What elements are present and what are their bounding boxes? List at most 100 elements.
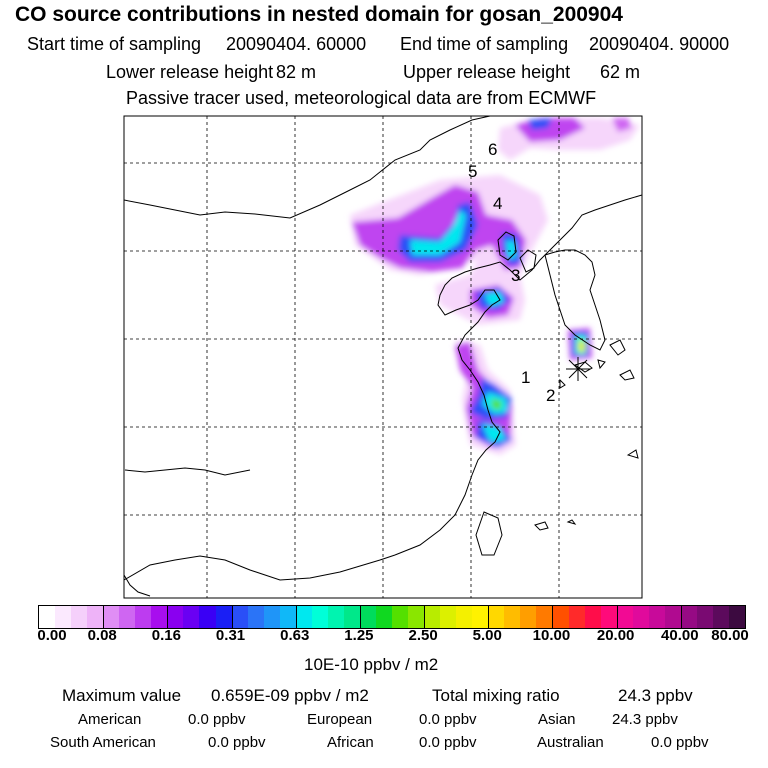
colorbar-divider [359,606,361,628]
colorbar-cell [696,606,713,628]
colorbar-cell [215,606,232,628]
map-label-4: 4 [493,194,502,213]
chart-title: CO source contributions in nested domain… [15,3,623,26]
colorbar-cell [392,606,409,628]
colorbar-divider [424,606,426,628]
max-value-label: Maximum value [62,686,182,705]
lower-release-value: 82 m [276,62,317,82]
map-frame [123,115,643,599]
colorbar-tick-label: 10.00 [532,627,571,644]
start-time-label: Start time of sampling [27,34,202,54]
map-label-3: 3 [511,266,520,285]
colorbar-cell [167,606,184,628]
colorbar-tick-label: 2.50 [408,627,438,644]
map-label-5: 5 [468,162,477,181]
colorbar-divider [103,606,105,628]
colorbar-cell [327,606,344,628]
colorbar-cell [343,606,360,628]
colorbar-cell [664,606,681,628]
plume-layer [350,118,640,455]
colorbar-cell [199,606,216,628]
colorbar-cell [520,606,537,628]
source-name-african: African [327,734,374,751]
start-time-value: 20090404. 60000 [226,34,367,54]
colorbar-cell [729,606,746,628]
colorbar-cell [55,606,72,628]
receptor-star-icon [566,357,590,381]
colorbar-cell [151,606,168,628]
colorbar-cell [712,606,730,628]
colorbar-cell [375,606,393,628]
colorbar-cell [87,606,104,628]
colorbar-cell [231,606,248,628]
colorbar-cell [247,606,264,628]
colorbar-cell [119,606,136,628]
lat-lon-grid [124,116,642,598]
colorbar-cell [552,606,569,628]
colorbar-tick-label: 1.25 [344,627,374,644]
colorbar-cell [135,606,152,628]
tracer-info-line: Passive tracer used, meteorological data… [126,88,597,108]
colorbar-cell [408,606,425,628]
colorbar-cell [263,606,280,628]
colorbar-cell [440,606,457,628]
colorbar-cell [279,606,296,628]
lower-release-label: Lower release height [106,62,274,82]
map-label-2: 2 [546,386,555,405]
colorbar-cell [295,606,312,628]
colorbar-tick-label: 5.00 [472,627,502,644]
source-name-australian: Australian [537,734,604,751]
colorbar [38,605,746,629]
colorbar-tick-label: 0.16 [151,627,181,644]
colorbar-cell [472,606,489,628]
end-time-label: End time of sampling [400,34,569,54]
colorbar-divider [295,606,297,628]
colorbar-tick-label: 0.63 [280,627,310,644]
colorbar-tick-label: 20.00 [596,627,635,644]
colorbar-divider [488,606,490,628]
total-mixing-label: Total mixing ratio [432,686,560,705]
source-name-south-american: South American [50,734,156,751]
colorbar-cell [39,606,56,628]
colorbar-cell [504,606,521,628]
colorbar-cell [584,606,601,628]
colorbar-tick-label: 0.31 [215,627,246,644]
upper-release-label: Upper release height [403,62,571,82]
max-value: 0.659E-09 ppbv / m2 [211,686,369,705]
colorbar-cell [71,606,88,628]
colorbar-cell [632,606,649,628]
source-name-european: European [307,711,373,728]
upper-release-value: 62 m [600,62,641,82]
colorbar-divider [231,606,233,628]
source-name-asian: Asian [538,711,576,728]
colorbar-divider [680,606,682,628]
colorbar-cell [648,606,665,628]
total-mixing-value: 24.3 ppbv [618,686,693,705]
colorbar-divider [616,606,618,628]
colorbar-cell [568,606,585,628]
colorbar-cell [456,606,473,628]
colorbar-cell [680,606,697,628]
colorbar-cell [183,606,200,628]
colorbar-cell [424,606,441,628]
map-label-6: 6 [488,140,497,159]
colorbar-cell [616,606,633,628]
colorbar-tick-label: 0.08 [87,627,117,644]
colorbar-cell [359,606,376,628]
map-label-1: 1 [521,368,530,387]
colorbar-cell [311,606,328,628]
colorbar-divider [167,606,169,628]
colorbar-divider [552,606,554,628]
source-value-south-american: 0.0 ppbv [208,734,266,751]
colorbar-tick-label: 0.00 [37,627,67,644]
source-name-american: American [78,711,142,728]
source-value-american: 0.0 ppbv [188,711,246,728]
colorbar-tick-label: 80.00 [711,627,749,644]
source-value-asian: 24.3 ppbv [612,711,678,728]
colorbar-cell [600,606,617,628]
colorbar-cell [536,606,553,628]
colorbar-cell [103,606,120,628]
end-time-value: 20090404. 90000 [589,34,730,54]
source-value-european: 0.0 ppbv [419,711,477,728]
